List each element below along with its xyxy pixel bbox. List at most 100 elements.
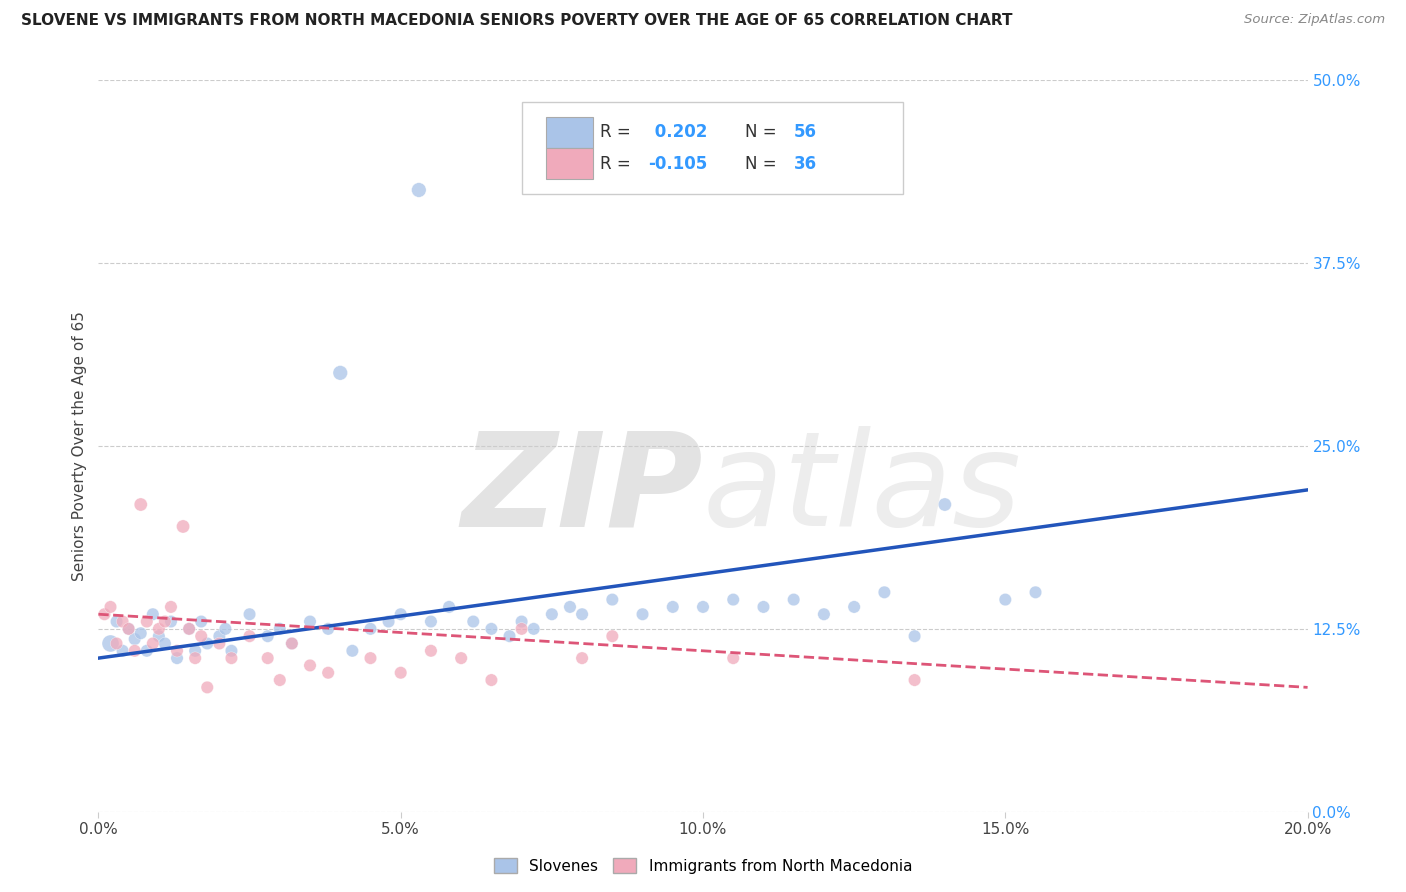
Point <box>679 169 702 183</box>
Point <box>172 519 194 533</box>
Text: R =: R = <box>600 154 637 173</box>
Point <box>190 615 212 629</box>
Point <box>571 607 593 622</box>
Text: ZIP: ZIP <box>461 426 703 553</box>
Point <box>142 636 165 650</box>
Text: atlas: atlas <box>703 426 1022 553</box>
Point <box>510 622 533 636</box>
Point <box>602 629 624 643</box>
FancyBboxPatch shape <box>546 117 593 147</box>
Point <box>540 607 562 622</box>
Point <box>934 498 956 512</box>
Point <box>105 636 128 650</box>
Point <box>408 183 430 197</box>
Point <box>166 644 188 658</box>
Point <box>420 644 443 658</box>
Point <box>752 599 775 614</box>
Point <box>904 673 927 687</box>
Point <box>153 636 176 650</box>
Point <box>571 651 593 665</box>
Point <box>316 665 339 680</box>
Point <box>124 632 146 646</box>
Point <box>602 592 624 607</box>
Point <box>221 651 243 665</box>
Point <box>256 629 278 643</box>
Legend: Slovenes, Immigrants from North Macedonia: Slovenes, Immigrants from North Macedoni… <box>488 852 918 880</box>
Text: N =: N = <box>745 154 782 173</box>
Point <box>214 622 236 636</box>
Point <box>558 599 581 614</box>
Text: Source: ZipAtlas.com: Source: ZipAtlas.com <box>1244 13 1385 27</box>
Point <box>118 622 141 636</box>
Point <box>160 599 183 614</box>
Point <box>723 651 745 665</box>
Point <box>166 651 188 665</box>
Point <box>135 644 157 658</box>
Point <box>221 644 243 658</box>
Point <box>269 622 291 636</box>
Point <box>148 629 170 643</box>
Point <box>160 615 183 629</box>
Point <box>256 651 278 665</box>
Point <box>481 673 503 687</box>
Point <box>129 498 152 512</box>
Point <box>148 622 170 636</box>
Point <box>142 607 165 622</box>
Point <box>844 599 866 614</box>
Point <box>661 599 683 614</box>
Point <box>783 592 806 607</box>
Text: SLOVENE VS IMMIGRANTS FROM NORTH MACEDONIA SENIORS POVERTY OVER THE AGE OF 65 CO: SLOVENE VS IMMIGRANTS FROM NORTH MACEDON… <box>21 13 1012 29</box>
Point <box>437 599 460 614</box>
Point <box>184 651 207 665</box>
Point <box>1024 585 1046 599</box>
Point <box>360 622 382 636</box>
Point <box>723 592 745 607</box>
Point <box>153 615 176 629</box>
Point <box>389 665 412 680</box>
Point <box>111 615 134 629</box>
Point <box>281 636 304 650</box>
Point <box>510 615 533 629</box>
Text: R =: R = <box>600 123 637 141</box>
Text: 56: 56 <box>793 123 817 141</box>
Point <box>873 585 896 599</box>
Point <box>281 636 304 650</box>
Point <box>316 622 339 636</box>
Point <box>195 636 218 650</box>
Point <box>208 636 231 650</box>
Point <box>111 644 134 658</box>
Point <box>179 622 201 636</box>
Point <box>692 599 714 614</box>
Y-axis label: Seniors Poverty Over the Age of 65: Seniors Poverty Over the Age of 65 <box>72 311 87 581</box>
Point <box>129 626 152 640</box>
Point <box>299 615 322 629</box>
Point <box>481 622 503 636</box>
Text: -0.105: -0.105 <box>648 154 707 173</box>
Point <box>463 615 485 629</box>
Point <box>299 658 322 673</box>
Point <box>179 622 201 636</box>
Point <box>93 607 115 622</box>
Point <box>208 629 231 643</box>
Point <box>100 599 122 614</box>
Point <box>904 629 927 643</box>
Point <box>523 622 546 636</box>
Point <box>377 615 399 629</box>
Point <box>105 615 128 629</box>
Point <box>135 615 157 629</box>
Point <box>118 622 141 636</box>
FancyBboxPatch shape <box>546 148 593 179</box>
Point <box>342 644 364 658</box>
Text: N =: N = <box>745 123 782 141</box>
Point <box>994 592 1017 607</box>
Point <box>389 607 412 622</box>
Point <box>360 651 382 665</box>
Point <box>190 629 212 643</box>
Point <box>239 607 262 622</box>
Point <box>124 644 146 658</box>
Point <box>450 651 472 665</box>
Text: 36: 36 <box>793 154 817 173</box>
Point <box>195 681 218 695</box>
Point <box>329 366 352 380</box>
Point <box>420 615 443 629</box>
